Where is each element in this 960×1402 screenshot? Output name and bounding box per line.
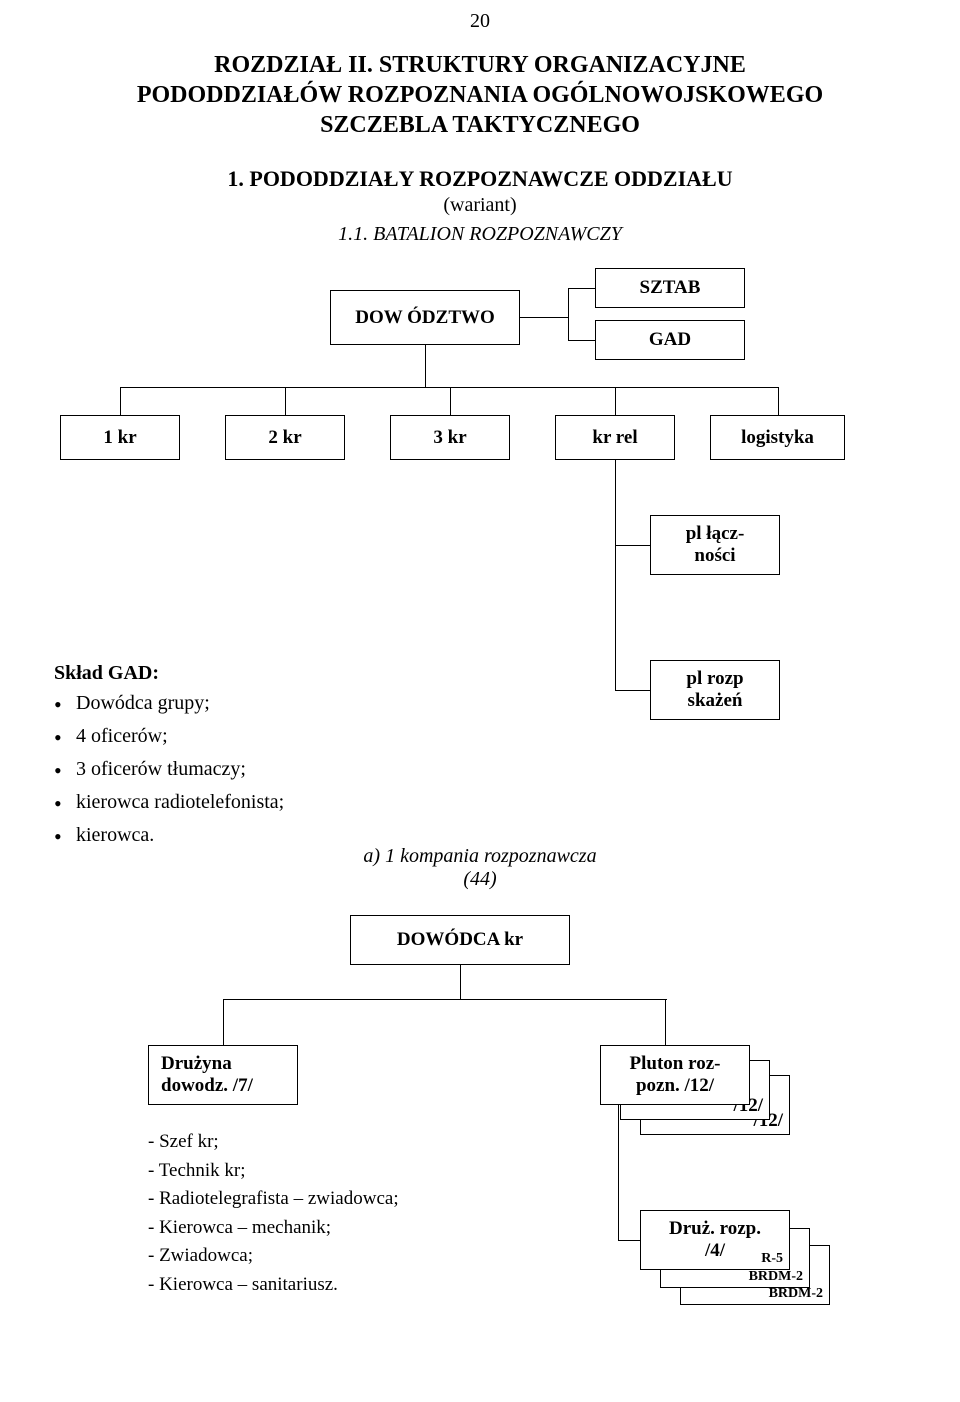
pl-rozp-line1: pl rozp bbox=[686, 668, 743, 690]
title-line-1: ROZDZIAŁ II. STRUKTURY ORGANIZACYJNE bbox=[60, 50, 900, 80]
connector bbox=[618, 1240, 640, 1241]
connector bbox=[665, 999, 666, 1045]
section-a-line2: (44) bbox=[330, 868, 630, 891]
chapter-title: ROZDZIAŁ II. STRUKTURY ORGANIZACYJNE POD… bbox=[60, 50, 900, 140]
title-line-3: SZCZEBLA TAKTYCZNEGO bbox=[60, 110, 900, 140]
connector bbox=[120, 387, 121, 415]
box-krrel: kr rel bbox=[555, 415, 675, 460]
connector bbox=[615, 387, 616, 415]
box-logistyka: logistyka bbox=[710, 415, 845, 460]
box-1kr: 1 kr bbox=[60, 415, 180, 460]
kr-personnel-list: Szef kr; Technik kr; Radiotelegrafista –… bbox=[148, 1128, 528, 1299]
pluton-line2: pozn. /12/ bbox=[636, 1075, 714, 1097]
pluton-line1: Pluton roz- bbox=[630, 1053, 721, 1075]
box-pluton-rozpozn: Pluton roz- pozn. /12/ bbox=[600, 1045, 750, 1105]
druz-line2: /4/ bbox=[705, 1240, 725, 1262]
kr-list-item: Zwiadowca; bbox=[148, 1242, 528, 1271]
sklad-gad-item: Dowódca grupy; bbox=[54, 688, 414, 721]
box-druz-rozp: Druż. rozp. /4/ R-5 bbox=[640, 1210, 790, 1270]
connector bbox=[450, 387, 451, 415]
kr-list-item: Radiotelegrafista – zwiadowca; bbox=[148, 1185, 528, 1214]
page-number: 20 bbox=[470, 10, 490, 33]
sklad-gad-list: Dowódca grupy; 4 oficerów; 3 oficerów tł… bbox=[54, 688, 414, 853]
box-dowodca-kr: DOWÓDCA kr bbox=[350, 915, 570, 965]
box-3kr: 3 kr bbox=[390, 415, 510, 460]
section-a-label: a) 1 kompania rozpoznawcza (44) bbox=[330, 845, 630, 891]
connector bbox=[778, 387, 779, 415]
druzyna-line1: Drużyna bbox=[161, 1053, 232, 1075]
connector bbox=[615, 460, 616, 690]
pl-rozp-line2: skażeń bbox=[688, 690, 743, 712]
kr-list-item: Kierowca – mechanik; bbox=[148, 1214, 528, 1243]
sklad-gad-item: 4 oficerów; bbox=[54, 721, 414, 754]
connector bbox=[223, 999, 667, 1000]
connector bbox=[568, 288, 595, 289]
section-1-title: 1. PODODDZIAŁY ROZPOZNAWCZE ODDZIAŁU bbox=[60, 166, 900, 192]
druzyna-line2: dowodz. /7/ bbox=[161, 1075, 253, 1097]
connector bbox=[223, 999, 224, 1045]
connector bbox=[568, 288, 569, 341]
pl-lacz-line2: ności bbox=[694, 545, 735, 567]
box-2kr: 2 kr bbox=[225, 415, 345, 460]
connector bbox=[568, 340, 595, 341]
kr-list-item: Technik kr; bbox=[148, 1157, 528, 1186]
box-pl-rozp-skazen: pl rozp skażeń bbox=[650, 660, 780, 720]
pl-lacz-line1: pl łącz- bbox=[686, 523, 745, 545]
box-dowodztwo: DOW ÓDZTWO bbox=[330, 290, 520, 345]
connector bbox=[460, 965, 461, 999]
connector bbox=[285, 387, 286, 415]
section-1-1-title: 1.1. BATALION ROZPOZNAWCZY bbox=[60, 223, 900, 246]
section-a-line1: a) 1 kompania rozpoznawcza bbox=[330, 845, 630, 868]
box-sztab: SZTAB bbox=[595, 268, 745, 308]
connector bbox=[425, 345, 426, 387]
sklad-gad-block: Skład GAD: Dowódca grupy; 4 oficerów; 3 … bbox=[54, 658, 414, 853]
box-gad: GAD bbox=[595, 320, 745, 360]
title-line-2: PODODDZIAŁÓW ROZPOZNANIA OGÓLNOWOJSKOWEG… bbox=[60, 80, 900, 110]
brdm-label: BRDM-2 bbox=[749, 1269, 803, 1285]
page: 20 ROZDZIAŁ II. STRUKTURY ORGANIZACYJNE … bbox=[0, 0, 960, 1402]
sklad-gad-item: kierowca radiotelefonista; bbox=[54, 787, 414, 820]
box-pl-lacznosci: pl łącz- ności bbox=[650, 515, 780, 575]
connector bbox=[120, 387, 778, 388]
connector bbox=[615, 545, 650, 546]
connector bbox=[618, 1105, 619, 1240]
connector bbox=[615, 690, 650, 691]
druz-line1: Druż. rozp. bbox=[669, 1218, 761, 1240]
brdm-label-2: BRDM-2 bbox=[769, 1286, 823, 1302]
kr-list-item: Kierowca – sanitariusz. bbox=[148, 1271, 528, 1300]
sklad-gad-item: 3 oficerów tłumaczy; bbox=[54, 754, 414, 787]
variant-label: (wariant) bbox=[60, 194, 900, 217]
box-druzyna-dowodz: Drużyna dowodz. /7/ bbox=[148, 1045, 298, 1105]
r5-label: R-5 bbox=[761, 1251, 783, 1267]
sklad-gad-heading: Skład GAD: bbox=[54, 658, 414, 688]
kr-list-item: Szef kr; bbox=[148, 1128, 528, 1157]
connector bbox=[520, 317, 568, 318]
